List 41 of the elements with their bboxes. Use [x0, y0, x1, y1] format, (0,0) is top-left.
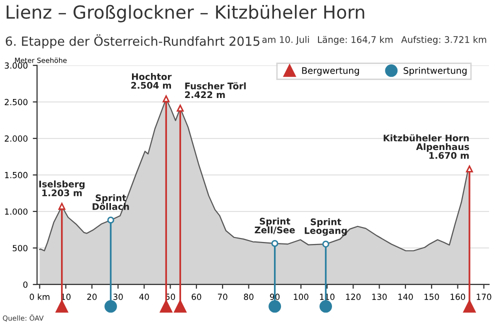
text: am 10. Juli — [262, 36, 309, 45]
point — [162, 95, 170, 102]
x-tick-label: 140 — [398, 294, 413, 300]
y-tick-label: 1.000 — [5, 208, 28, 215]
y-tick-label: 2.000 — [4, 135, 28, 142]
text: Aufstieg: 3.721 km — [401, 36, 486, 45]
y-tick-label: 1.500 — [5, 172, 28, 178]
y-tick-label: 2.500 — [4, 98, 28, 106]
annotation: Iselsberg 1.203 m — [39, 180, 85, 196]
x-tick-label: 40 — [139, 294, 149, 300]
chart-subtitle: 6. Etappe der Österreich-Rundfahrt 2015 — [6, 34, 260, 48]
y-tick-label: 0 — [23, 281, 28, 288]
x-tick-label: 0 km — [30, 294, 50, 300]
text: Länge: 164,7 km — [318, 36, 393, 45]
y-tick-label: 3.000 — [4, 62, 28, 69]
x-tick-label: 20 — [87, 294, 97, 300]
legend-label: Sprintwertung — [404, 66, 467, 76]
x-tick-label: 150 — [424, 294, 439, 300]
x-tick-label: 160 — [450, 294, 466, 300]
legend-label: Bergwertung — [302, 67, 359, 76]
x-tick-label: 130 — [372, 294, 387, 300]
chart-title: Lienz – Großglockner – Kitzbüheler Horn — [6, 4, 364, 22]
annotation: Kitzbüheler Horn Alpenhaus 1.670 m — [384, 134, 470, 159]
point — [271, 240, 278, 247]
x-tick-label: 120 — [346, 294, 361, 300]
point — [107, 216, 114, 224]
x-tick-label: 80 — [244, 294, 254, 300]
point — [466, 165, 473, 172]
annotation: Fuscher Törl 2.422 m — [185, 82, 246, 98]
x-tick-label: 100 — [294, 294, 308, 300]
x-tick-label: 70 — [218, 294, 228, 300]
x-tick-label: 30 — [113, 294, 123, 300]
annotation: Hochtor 2.504 m — [131, 73, 172, 89]
point — [322, 240, 330, 248]
point — [176, 104, 184, 112]
annotation: Sprint Leogang — [304, 218, 347, 236]
y-tick-label: 500 — [12, 244, 28, 252]
x-tick-label: 170 — [476, 294, 492, 300]
point — [58, 202, 66, 210]
x-tick-label: 60 — [192, 294, 202, 300]
annotation: Sprint Zell/See — [254, 218, 295, 234]
